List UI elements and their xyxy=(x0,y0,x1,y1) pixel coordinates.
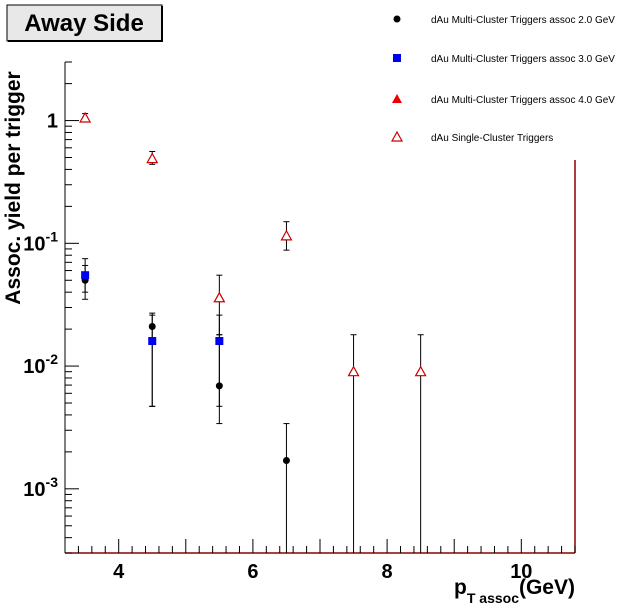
point-marker xyxy=(81,271,90,280)
data-points xyxy=(79,111,427,553)
x-tick-label: 4 xyxy=(113,561,125,583)
data-point xyxy=(347,334,360,553)
x-tick-label: 6 xyxy=(247,561,258,583)
data-point xyxy=(414,334,427,553)
data-point xyxy=(280,221,293,251)
point-marker xyxy=(280,229,293,241)
point-marker xyxy=(347,365,360,377)
y-tick-label: 10-3 xyxy=(23,474,58,501)
x-axis-label-unit: (GeV) xyxy=(519,576,575,599)
point-marker xyxy=(148,337,157,346)
point-marker xyxy=(79,111,92,123)
point-marker xyxy=(213,291,226,303)
legend-marker xyxy=(392,94,402,103)
point-marker xyxy=(146,152,159,164)
axis-ticks xyxy=(64,61,576,554)
x-axis-label-sub: T assoc xyxy=(467,590,519,606)
point-marker xyxy=(215,337,224,346)
chart-title: Away Side xyxy=(24,10,144,37)
legend-marker xyxy=(390,130,404,142)
y-axis-label: Assoc. yield per trigger xyxy=(2,71,25,304)
point-marker xyxy=(282,457,290,465)
chart-title-box: Away Side xyxy=(6,4,163,42)
axis-tick-labels: 4 6 8 10 10-3 10-2 10-1 1 xyxy=(23,111,532,583)
data-point xyxy=(213,274,226,336)
legend-label: dAu Single-Cluster Triggers xyxy=(431,133,553,144)
x-tick-label: 8 xyxy=(382,561,393,583)
y-tick-label: 10-2 xyxy=(23,351,58,378)
y-tick-label: 10-1 xyxy=(23,228,58,255)
point-marker xyxy=(414,365,427,377)
data-point xyxy=(282,423,290,553)
x-axis-label: pT assoc(GeV) xyxy=(454,576,575,606)
legend-entry: dAu Multi-Cluster Triggers assoc 4.0 GeV xyxy=(392,94,615,106)
y-tick-label: 1 xyxy=(47,111,58,133)
legend-label: dAu Multi-Cluster Triggers assoc 4.0 GeV xyxy=(431,95,615,106)
legend-label: dAu Multi-Cluster Triggers assoc 2.0 GeV xyxy=(431,15,615,26)
legend-label: dAu Multi-Cluster Triggers assoc 3.0 GeV xyxy=(431,54,615,65)
data-point xyxy=(148,314,157,407)
data-point xyxy=(146,150,159,165)
legend-marker xyxy=(393,54,401,62)
legend-entry: dAu Multi-Cluster Triggers assoc 3.0 GeV xyxy=(393,54,615,65)
legend-entry: dAu Multi-Cluster Triggers assoc 2.0 GeV xyxy=(393,15,615,26)
x-axis-label-main: p xyxy=(454,576,467,599)
x-tick-label: 10 xyxy=(510,561,532,583)
legend-entry: dAu Single-Cluster Triggers xyxy=(390,130,553,144)
data-point xyxy=(79,111,92,123)
data-point xyxy=(81,258,90,293)
legend: dAu Multi-Cluster Triggers assoc 2.0 GeV… xyxy=(390,15,615,144)
legend-marker xyxy=(393,15,401,23)
